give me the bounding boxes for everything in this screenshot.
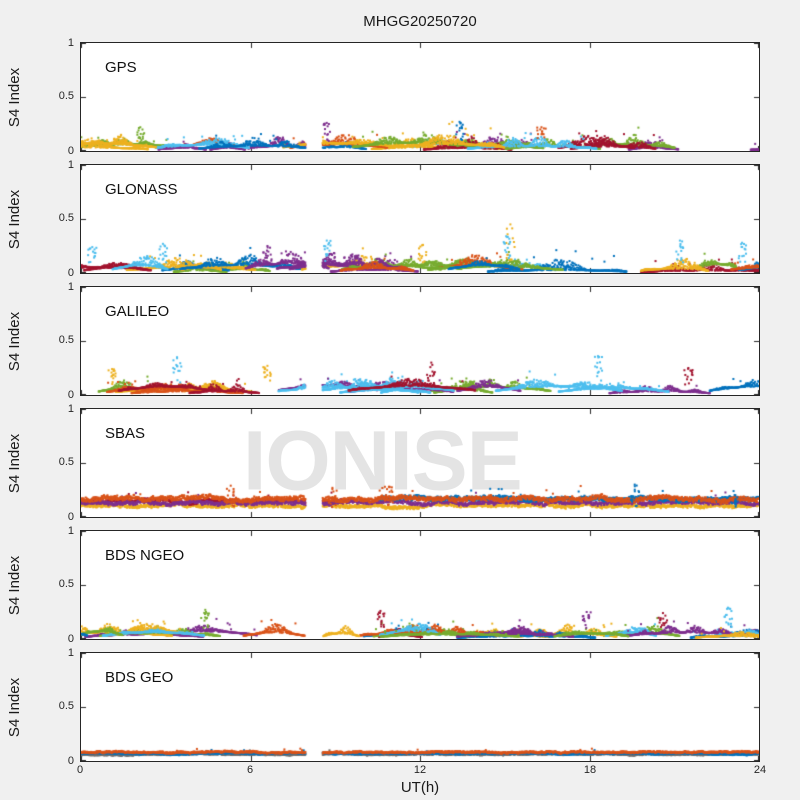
y-tick-label: 0: [67, 511, 74, 523]
y-tick-label: 1: [67, 281, 74, 293]
constellation-label: SBAS: [105, 425, 146, 442]
panel-galileo: S4 Index 1 0.5 0 GALILEO: [0, 281, 800, 401]
constellation-label: GLONASS: [105, 181, 178, 198]
constellation-label: GALILEO: [105, 303, 170, 320]
y-tick-label: 0.5: [58, 334, 74, 346]
y-tick-label: 1: [67, 159, 74, 171]
y-tick-label: 0.5: [58, 212, 74, 224]
panel-sbas: S4 Index 1 0.5 0 IONISE SBAS: [0, 403, 800, 523]
scatter-canvas: [81, 531, 759, 639]
plot-box: GPS: [80, 42, 760, 152]
y-tick-label: 0: [67, 633, 74, 645]
plot-box: BDS GEO: [80, 652, 760, 762]
y-axis-label: S4 Index: [6, 677, 24, 737]
scatter-canvas: [81, 287, 759, 395]
y-tick-label: 1: [67, 403, 74, 415]
figure-title: MHGG20250720: [363, 13, 477, 30]
plot-box: GALILEO: [80, 286, 760, 396]
x-axis-ticks: 0 6 12 18 24: [0, 764, 800, 778]
panel-bds-geo: S4 Index 1 0.5 0 BDS GEO: [0, 647, 800, 767]
constellation-label: GPS: [105, 59, 137, 76]
scatter-canvas: [81, 653, 759, 761]
y-tick-label: 1: [67, 647, 74, 659]
x-tick-label: 0: [76, 764, 84, 776]
y-axis-label: S4 Index: [6, 555, 24, 615]
y-tick-label: 0: [67, 145, 74, 157]
plot-box: IONISE SBAS: [80, 408, 760, 518]
y-tick-label: 1: [67, 37, 74, 49]
panel-gps: S4 Index 1 0.5 0 GPS: [0, 37, 800, 157]
x-tick-label: 18: [583, 764, 597, 776]
y-axis-label: S4 Index: [6, 433, 24, 493]
y-axis-label: S4 Index: [6, 67, 24, 127]
panel-glonass: S4 Index 1 0.5 0 GLONASS: [0, 159, 800, 279]
constellation-label: BDS GEO: [105, 669, 174, 686]
x-tick-label: 24: [753, 764, 767, 776]
y-axis-label: S4 Index: [6, 189, 24, 249]
y-tick-label: 0: [67, 267, 74, 279]
plot-box: BDS NGEO: [80, 530, 760, 640]
y-tick-label: 0.5: [58, 456, 74, 468]
scatter-canvas: [81, 409, 759, 517]
y-tick-label: 0: [67, 755, 74, 767]
plot-box: GLONASS: [80, 164, 760, 274]
x-axis-label: UT(h): [400, 779, 440, 796]
y-tick-label: 1: [67, 525, 74, 537]
y-tick-label: 0.5: [58, 700, 74, 712]
y-tick-label: 0.5: [58, 578, 74, 590]
y-axis-label: S4 Index: [6, 311, 24, 371]
panel-bds-ngeo: S4 Index 1 0.5 0 BDS NGEO: [0, 525, 800, 645]
y-tick-label: 0.5: [58, 90, 74, 102]
constellation-label: BDS NGEO: [105, 547, 185, 564]
x-tick-label: 6: [246, 764, 254, 776]
y-tick-label: 0: [67, 389, 74, 401]
x-tick-label: 12: [413, 764, 427, 776]
scatter-canvas: [81, 165, 759, 273]
scatter-canvas: [81, 43, 759, 151]
